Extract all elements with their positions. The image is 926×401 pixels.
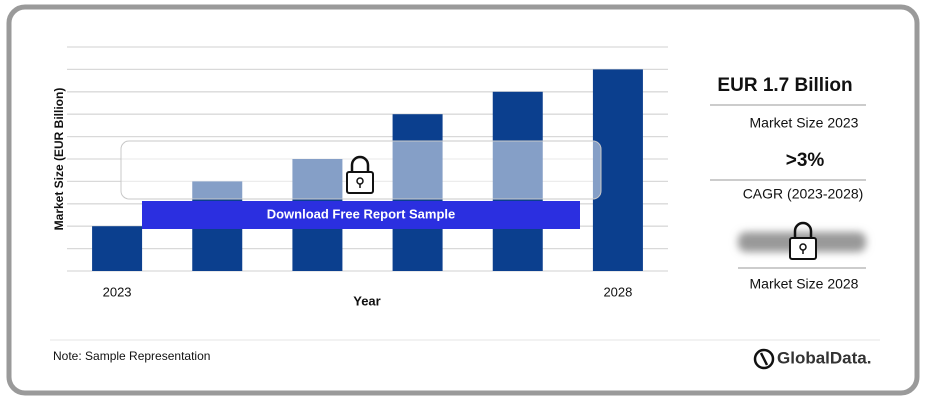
x-tick-label: 2023	[103, 284, 132, 299]
x-axis-label: Year	[353, 293, 380, 308]
lock-icon	[789, 221, 817, 260]
lock-overlay	[120, 140, 602, 200]
kpi-value: >3%	[786, 150, 825, 171]
brand-logo	[753, 348, 775, 370]
note: Note: Sample Representation	[53, 349, 210, 363]
lock-icon	[346, 155, 374, 194]
frame	[6, 4, 920, 396]
kpi-label: CAGR (2023-2028)	[743, 186, 864, 202]
download-button[interactable]	[142, 201, 580, 229]
kpi-label: Market Size 2023	[750, 115, 859, 131]
x-tick-label: 2028	[603, 284, 632, 299]
brand: GlobalData.	[777, 348, 871, 367]
download-text[interactable]: Download Free Report Sample	[267, 206, 456, 221]
kpi-value: EUR 1.7 Billion	[717, 75, 852, 96]
bar	[92, 226, 143, 271]
kpi-label: Market Size 2028	[750, 276, 859, 292]
y-axis-label: Market Size (EUR Billion)	[52, 88, 66, 231]
